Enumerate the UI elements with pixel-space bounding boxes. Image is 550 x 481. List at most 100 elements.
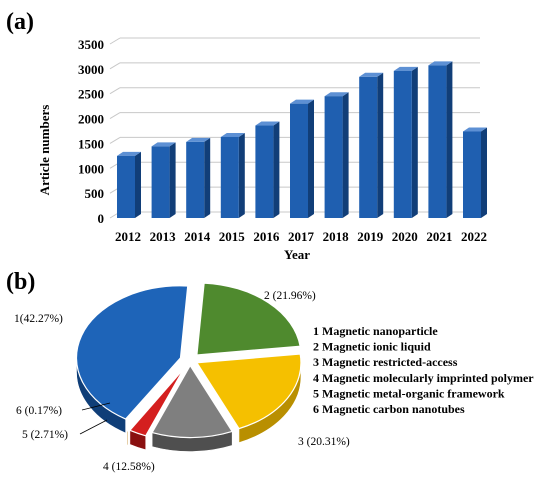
- pie-slice: [128, 368, 185, 437]
- bar-front: [117, 155, 135, 218]
- gridline-diag: [109, 62, 121, 70]
- bar-side: [238, 132, 245, 218]
- x-tick-label: 2015: [219, 229, 246, 244]
- bar-side: [411, 66, 418, 219]
- bar-front: [186, 141, 205, 218]
- y-axis-label: Article numbers: [37, 105, 52, 196]
- bar-front: [151, 146, 170, 218]
- bar: [463, 127, 487, 218]
- y-tick-labels: 0 500 1000 1500 2000 2500 3000 3500: [78, 37, 104, 226]
- x-tick-labels: 2012 2013 2014 2015 2016 2017 2018 2019 2020 2021…: [115, 229, 487, 244]
- panel-b-label: (b): [6, 269, 35, 295]
- x-tick-label: 2022: [461, 229, 487, 244]
- x-tick-label: 2016: [253, 229, 280, 244]
- bar-top: [359, 72, 384, 77]
- x-tick-label: 2013: [150, 229, 177, 244]
- bar-front: [290, 103, 308, 218]
- x-axis-label: Year: [284, 247, 310, 262]
- y-tick-label: 3500: [78, 37, 104, 52]
- pie-data-label: 5 (2.71%): [22, 429, 68, 441]
- bar-front: [324, 96, 343, 218]
- gridline-diag: [109, 37, 121, 45]
- bar-front: [255, 125, 274, 218]
- bars: [117, 61, 487, 219]
- bar: [359, 72, 384, 218]
- y-tick-label: 500: [85, 186, 105, 201]
- bar-front: [393, 70, 412, 219]
- bar-side: [308, 99, 314, 218]
- y-tick-label: 0: [98, 211, 105, 226]
- bar-side: [446, 61, 453, 219]
- gridline-diag: [109, 136, 121, 144]
- x-tick-label: 2012: [115, 229, 141, 244]
- legend-entry: 5 Magnetic metal-organic framework: [313, 386, 505, 400]
- legend-entry: 6 Magnetic carbon nanotubes: [313, 402, 465, 416]
- bar-side: [377, 72, 384, 218]
- bar-top: [220, 132, 245, 137]
- legend-entry: 2 Magnetic ionic liquid: [313, 340, 431, 354]
- bar-top: [428, 61, 453, 66]
- pie-slice: [151, 364, 234, 439]
- bar: [255, 121, 280, 218]
- bar-top: [463, 127, 487, 132]
- pie-slice: [75, 285, 189, 420]
- bar: [117, 151, 141, 218]
- bar: [428, 61, 453, 219]
- pie-legend: 1 Magnetic nanoparticle 2 Magnetic ionic …: [313, 324, 534, 416]
- legend-entry: 4 Magnetic molecularly imprinted polymer: [313, 371, 534, 385]
- bar: [393, 66, 418, 219]
- y-tick-label: 1000: [78, 161, 104, 176]
- pie-data-label: 2 (21.96%): [264, 290, 316, 302]
- bar-front: [428, 65, 447, 219]
- pie-data-label: 4 (12.58%): [103, 461, 155, 473]
- bar: [186, 137, 211, 218]
- pie-data-labels: 1(42.27%) 2 (21.96%) 3 (20.31%) 4 (12.58%) 5…: [14, 290, 350, 473]
- bar-top: [290, 99, 314, 104]
- pie-data-label: 6 (0.17%): [16, 405, 62, 417]
- bar-top: [186, 137, 211, 142]
- x-tick-label: 2021: [426, 229, 452, 244]
- bar: [290, 99, 314, 218]
- bar-side: [481, 127, 487, 218]
- bar-front: [220, 136, 239, 218]
- bar-top: [151, 142, 176, 147]
- y-tick-label: 1500: [78, 136, 104, 151]
- leader-line: [81, 402, 111, 411]
- bar-side: [342, 92, 349, 218]
- bar-side: [169, 142, 176, 218]
- pie-slice: [195, 353, 302, 430]
- pie-slice: [125, 369, 183, 432]
- pie-data-label: 1(42.27%): [14, 313, 63, 325]
- gridline-diag: [109, 112, 121, 120]
- x-tick-label: 2019: [357, 229, 384, 244]
- bar: [151, 142, 176, 218]
- x-tick-label: 2017: [288, 229, 315, 244]
- bar-front: [359, 76, 378, 218]
- pie-slice: [196, 282, 301, 356]
- bar-top: [255, 121, 280, 126]
- y-tick-label: 3000: [78, 62, 104, 77]
- bar: [324, 92, 349, 218]
- x-tick-label: 2014: [184, 229, 211, 244]
- bar-top: [117, 151, 141, 156]
- leader-line: [79, 419, 108, 435]
- bar-chart: 0 500 1000 1500 2000 2500 3000 3500 2012 2013 201…: [37, 37, 487, 262]
- panel-a-label: (a): [6, 9, 34, 35]
- gridline-diag: [109, 87, 121, 95]
- bar-side: [273, 121, 280, 218]
- bar-top: [393, 66, 418, 71]
- legend-entry: 3 Magnetic restricted-access: [313, 355, 458, 369]
- bar-side: [135, 151, 141, 218]
- pie-slices: [75, 282, 302, 439]
- pie-chart: 1(42.27%) 2 (21.96%) 3 (20.31%) 4 (12.58%) 5…: [14, 282, 534, 473]
- bar-side: [204, 137, 211, 218]
- pie-slice-side: [126, 430, 129, 446]
- y-tick-label: 2500: [78, 87, 104, 102]
- x-tick-label: 2020: [392, 229, 418, 244]
- bar-top: [324, 92, 349, 97]
- pie-data-label: 3 (20.31%): [298, 436, 350, 448]
- legend-entry: 1 Magnetic nanoparticle: [313, 324, 438, 338]
- bar-front: [463, 131, 481, 218]
- y-tick-label: 2000: [78, 112, 104, 127]
